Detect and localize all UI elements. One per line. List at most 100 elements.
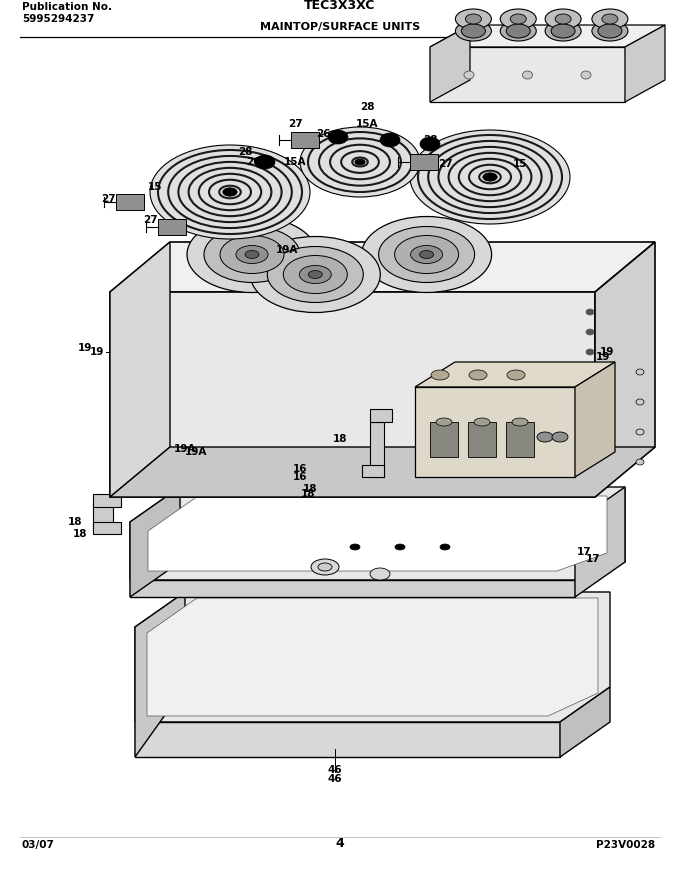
Ellipse shape	[474, 418, 490, 426]
Text: 28: 28	[423, 135, 437, 145]
Ellipse shape	[223, 188, 237, 196]
Text: 16: 16	[293, 472, 307, 482]
Ellipse shape	[636, 369, 644, 375]
Ellipse shape	[537, 432, 553, 442]
Ellipse shape	[483, 173, 497, 181]
Ellipse shape	[300, 127, 420, 197]
Polygon shape	[506, 422, 534, 457]
Bar	[116, 194, 144, 210]
Polygon shape	[110, 242, 170, 497]
Polygon shape	[362, 465, 384, 477]
Ellipse shape	[469, 370, 487, 380]
Ellipse shape	[245, 250, 259, 258]
Text: 19A: 19A	[276, 245, 299, 255]
Text: 19: 19	[596, 352, 610, 362]
Polygon shape	[130, 487, 625, 580]
Text: TEC3X3XC: TEC3X3XC	[305, 0, 375, 12]
Polygon shape	[110, 292, 595, 497]
Text: 19A: 19A	[185, 447, 207, 457]
Polygon shape	[148, 496, 607, 571]
Polygon shape	[135, 592, 610, 722]
Polygon shape	[93, 494, 121, 507]
Ellipse shape	[220, 235, 284, 273]
Ellipse shape	[506, 24, 530, 38]
Bar	[410, 154, 438, 170]
Text: 16: 16	[293, 464, 307, 474]
Polygon shape	[93, 502, 113, 532]
Ellipse shape	[431, 370, 449, 380]
Text: 18: 18	[301, 489, 316, 499]
Bar	[291, 132, 319, 148]
Polygon shape	[430, 25, 665, 47]
Ellipse shape	[379, 227, 475, 282]
Ellipse shape	[328, 130, 348, 144]
Text: 4: 4	[336, 837, 344, 850]
Ellipse shape	[355, 159, 365, 165]
Polygon shape	[110, 447, 655, 497]
Ellipse shape	[187, 216, 317, 293]
Text: 19: 19	[78, 343, 92, 353]
Ellipse shape	[350, 544, 360, 550]
Ellipse shape	[512, 418, 528, 426]
Text: 19: 19	[600, 347, 614, 357]
Ellipse shape	[522, 71, 532, 79]
Ellipse shape	[586, 309, 594, 315]
Text: 27: 27	[101, 194, 116, 204]
Ellipse shape	[462, 24, 486, 38]
Polygon shape	[430, 25, 470, 102]
Text: 18: 18	[303, 484, 318, 494]
Text: 18: 18	[73, 529, 87, 539]
Ellipse shape	[598, 24, 622, 38]
Text: 03/07: 03/07	[22, 840, 55, 850]
Text: 46: 46	[328, 765, 342, 775]
Ellipse shape	[592, 9, 628, 29]
Text: 27: 27	[143, 215, 157, 225]
Polygon shape	[415, 387, 575, 477]
Polygon shape	[415, 362, 615, 387]
Ellipse shape	[636, 429, 644, 435]
Ellipse shape	[308, 271, 322, 279]
Ellipse shape	[636, 459, 644, 465]
Text: 18: 18	[333, 434, 347, 444]
Polygon shape	[370, 422, 384, 477]
Text: 15A: 15A	[284, 157, 306, 167]
Ellipse shape	[236, 245, 268, 264]
Ellipse shape	[581, 71, 591, 79]
Polygon shape	[468, 422, 496, 457]
Text: 28: 28	[360, 102, 374, 112]
Polygon shape	[560, 687, 610, 757]
Ellipse shape	[592, 21, 628, 41]
Text: 27: 27	[288, 119, 303, 129]
Polygon shape	[147, 598, 598, 716]
Polygon shape	[430, 47, 625, 102]
Polygon shape	[575, 362, 615, 477]
Polygon shape	[93, 522, 121, 534]
Text: 15: 15	[513, 159, 527, 169]
Ellipse shape	[420, 250, 434, 258]
Polygon shape	[430, 422, 458, 457]
Text: 17: 17	[577, 547, 592, 557]
Ellipse shape	[555, 14, 571, 24]
Ellipse shape	[440, 544, 450, 550]
Ellipse shape	[545, 21, 581, 41]
Text: MAINTOP/SURFACE UNITS: MAINTOP/SURFACE UNITS	[260, 22, 420, 32]
Ellipse shape	[204, 227, 300, 282]
Polygon shape	[575, 487, 625, 597]
Polygon shape	[130, 580, 575, 597]
Ellipse shape	[545, 9, 581, 29]
Text: 26: 26	[316, 129, 330, 139]
Ellipse shape	[411, 245, 443, 264]
Ellipse shape	[465, 14, 481, 24]
Ellipse shape	[370, 568, 390, 580]
Text: 17: 17	[585, 554, 600, 564]
Ellipse shape	[420, 137, 440, 151]
Ellipse shape	[299, 265, 331, 283]
Text: 28: 28	[238, 147, 252, 157]
Ellipse shape	[395, 544, 405, 550]
Polygon shape	[110, 242, 655, 292]
Text: Publication No.: Publication No.	[22, 2, 112, 12]
Ellipse shape	[456, 21, 492, 41]
Polygon shape	[370, 409, 392, 422]
Ellipse shape	[510, 14, 526, 24]
Ellipse shape	[311, 559, 339, 575]
